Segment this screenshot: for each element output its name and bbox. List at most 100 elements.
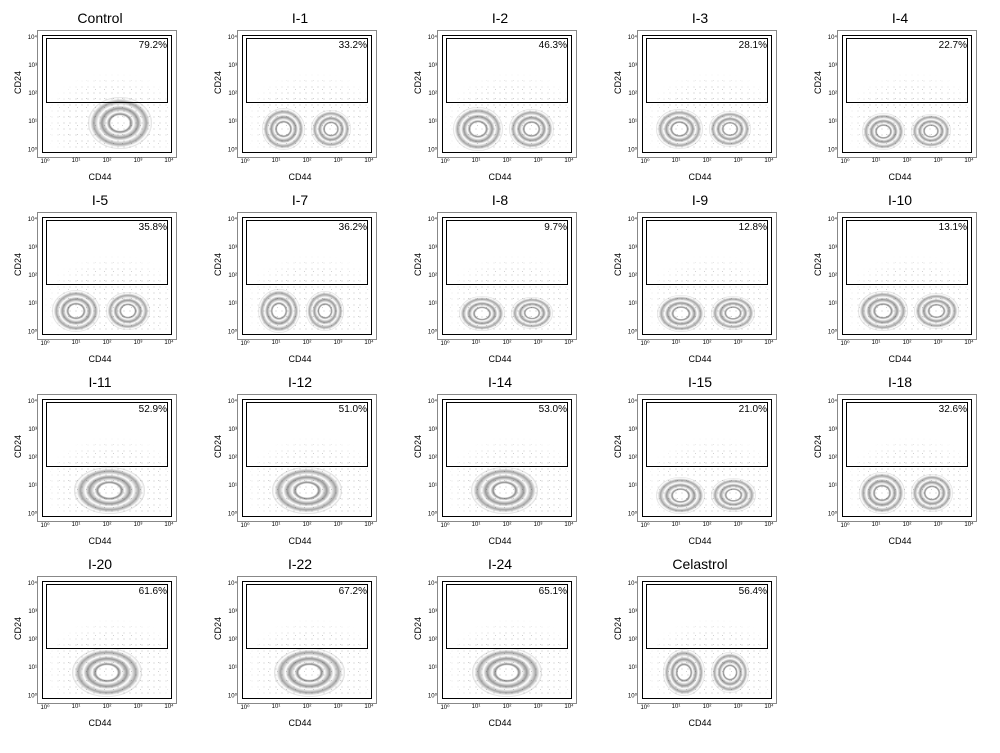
x-ticks: 10⁰10¹10²10³10⁴ xyxy=(37,704,177,714)
y-axis-label: CD24 xyxy=(613,617,623,640)
gate-percent-label: 51.0% xyxy=(339,404,367,415)
panel-title: I-15 xyxy=(688,374,712,392)
plot-inner-frame: 56.4% xyxy=(642,581,772,699)
gate-percent-label: 52.9% xyxy=(139,404,167,415)
x-ticks: 10⁰10¹10²10³10⁴ xyxy=(837,158,977,168)
x-axis-label: CD44 xyxy=(15,354,185,364)
plot-inner-frame: 67.2% xyxy=(242,581,372,699)
x-axis-label: CD44 xyxy=(215,718,385,728)
plot-inner-frame: 36.2% xyxy=(242,217,372,335)
plot-inner-frame: 79.2% xyxy=(42,35,172,153)
y-ticks: 10⁰10¹10²10³10⁴ xyxy=(823,394,837,522)
gate-percent-label: 13.1% xyxy=(939,222,967,233)
plot-inner-frame: 52.9% xyxy=(42,399,172,517)
plot-inner-frame: 53.0% xyxy=(442,399,572,517)
panel-title: I-9 xyxy=(692,192,708,210)
plot-outer-frame: 51.0% xyxy=(237,394,377,522)
y-axis-label: CD24 xyxy=(813,435,823,458)
y-ticks: 10⁰10¹10²10³10⁴ xyxy=(423,30,437,158)
y-axis-label: CD24 xyxy=(213,253,223,276)
panel-title: I-11 xyxy=(88,374,111,392)
x-axis-label: CD44 xyxy=(215,354,385,364)
y-axis-label: CD24 xyxy=(413,617,423,640)
gate-percent-label: 32.6% xyxy=(939,404,967,415)
density-contour xyxy=(471,467,538,513)
x-axis-label: CD44 xyxy=(15,536,185,546)
y-axis-label: CD24 xyxy=(213,71,223,94)
plot-inner-frame: 22.7% xyxy=(842,35,972,153)
density-contour xyxy=(88,97,152,149)
plot-wrap: 10⁰10¹10²10³10⁴21.0%10⁰10¹10²10³10⁴CD24C… xyxy=(615,394,785,544)
y-ticks: 10⁰10¹10²10³10⁴ xyxy=(623,212,637,340)
y-axis-label: CD24 xyxy=(13,253,23,276)
panel-title: I-8 xyxy=(492,192,508,210)
x-axis-label: CD44 xyxy=(615,172,785,182)
density-contour xyxy=(74,467,146,513)
gate-percent-label: 12.8% xyxy=(739,222,767,233)
flow-panel: Control10⁰10¹10²10³10⁴79.2%10⁰10¹10²10³1… xyxy=(7,10,193,180)
panel-title: I-18 xyxy=(888,374,912,392)
density-contour xyxy=(656,477,705,514)
y-ticks: 10⁰10¹10²10³10⁴ xyxy=(823,30,837,158)
density-contour xyxy=(914,293,959,328)
plot-wrap: 10⁰10¹10²10³10⁴67.2%10⁰10¹10²10³10⁴CD24C… xyxy=(215,576,385,726)
x-ticks: 10⁰10¹10²10³10⁴ xyxy=(437,340,577,350)
y-axis-label: CD24 xyxy=(813,71,823,94)
plot-wrap: 10⁰10¹10²10³10⁴53.0%10⁰10¹10²10³10⁴CD24C… xyxy=(415,394,585,544)
density-contour xyxy=(262,108,306,150)
flow-panel: I-1110⁰10¹10²10³10⁴52.9%10⁰10¹10²10³10⁴C… xyxy=(7,374,193,544)
density-contour xyxy=(72,648,141,697)
plot-wrap: 10⁰10¹10²10³10⁴28.1%10⁰10¹10²10³10⁴CD24C… xyxy=(615,30,785,180)
plot-inner-frame: 12.8% xyxy=(642,217,772,335)
x-ticks: 10⁰10¹10²10³10⁴ xyxy=(637,158,777,168)
plot-inner-frame: 9.7% xyxy=(442,217,572,335)
plot-wrap: 10⁰10¹10²10³10⁴36.2%10⁰10¹10²10³10⁴CD24C… xyxy=(215,212,385,362)
density-contour xyxy=(656,109,702,148)
y-ticks: 10⁰10¹10²10³10⁴ xyxy=(623,394,637,522)
plot-outer-frame: 12.8% xyxy=(637,212,777,340)
y-ticks: 10⁰10¹10²10³10⁴ xyxy=(23,394,37,522)
plot-inner-frame: 13.1% xyxy=(842,217,972,335)
y-axis-label: CD24 xyxy=(13,71,23,94)
x-axis-label: CD44 xyxy=(415,354,585,364)
panel-title: I-22 xyxy=(288,556,312,574)
gate-percent-label: 36.2% xyxy=(339,222,367,233)
plot-wrap: 10⁰10¹10²10³10⁴22.7%10⁰10¹10²10³10⁴CD24C… xyxy=(815,30,985,180)
plot-outer-frame: 79.2% xyxy=(37,30,177,158)
y-ticks: 10⁰10¹10²10³10⁴ xyxy=(23,576,37,704)
y-axis-label: CD24 xyxy=(213,617,223,640)
plot-wrap: 10⁰10¹10²10³10⁴46.3%10⁰10¹10²10³10⁴CD24C… xyxy=(415,30,585,180)
plot-outer-frame: 46.3% xyxy=(437,30,577,158)
x-ticks: 10⁰10¹10²10³10⁴ xyxy=(437,522,577,532)
plot-wrap: 10⁰10¹10²10³10⁴52.9%10⁰10¹10²10³10⁴CD24C… xyxy=(15,394,185,544)
density-contour xyxy=(106,292,150,330)
plot-outer-frame: 36.2% xyxy=(237,212,377,340)
plot-outer-frame: 32.6% xyxy=(837,394,977,522)
plot-wrap: 10⁰10¹10²10³10⁴79.2%10⁰10¹10²10³10⁴CD24C… xyxy=(15,30,185,180)
flow-panel: I-2410⁰10¹10²10³10⁴65.1%10⁰10¹10²10³10⁴C… xyxy=(407,556,593,726)
density-contour xyxy=(657,295,705,332)
flow-panel: I-910⁰10¹10²10³10⁴12.8%10⁰10¹10²10³10⁴CD… xyxy=(607,192,793,362)
x-axis-label: CD44 xyxy=(415,172,585,182)
y-ticks: 10⁰10¹10²10³10⁴ xyxy=(223,212,237,340)
x-ticks: 10⁰10¹10²10³10⁴ xyxy=(437,158,577,168)
density-contour xyxy=(911,114,951,147)
y-ticks: 10⁰10¹10²10³10⁴ xyxy=(223,576,237,704)
y-ticks: 10⁰10¹10²10³10⁴ xyxy=(223,394,237,522)
gate-percent-label: 21.0% xyxy=(739,404,767,415)
plot-outer-frame: 53.0% xyxy=(437,394,577,522)
plot-wrap: 10⁰10¹10²10³10⁴32.6%10⁰10¹10²10³10⁴CD24C… xyxy=(815,394,985,544)
density-contour xyxy=(663,649,705,695)
y-axis-label: CD24 xyxy=(13,435,23,458)
x-ticks: 10⁰10¹10²10³10⁴ xyxy=(237,704,377,714)
density-contour xyxy=(709,111,751,146)
gate-percent-label: 9.7% xyxy=(544,222,567,233)
density-contour xyxy=(509,109,554,149)
y-axis-label: CD24 xyxy=(613,435,623,458)
x-ticks: 10⁰10¹10²10³10⁴ xyxy=(637,704,777,714)
gate-percent-label: 65.1% xyxy=(539,586,567,597)
density-contour xyxy=(258,289,300,333)
plot-wrap: 10⁰10¹10²10³10⁴61.6%10⁰10¹10²10³10⁴CD24C… xyxy=(15,576,185,726)
plot-outer-frame: 33.2% xyxy=(237,30,377,158)
panel-title: I-2 xyxy=(492,10,508,28)
